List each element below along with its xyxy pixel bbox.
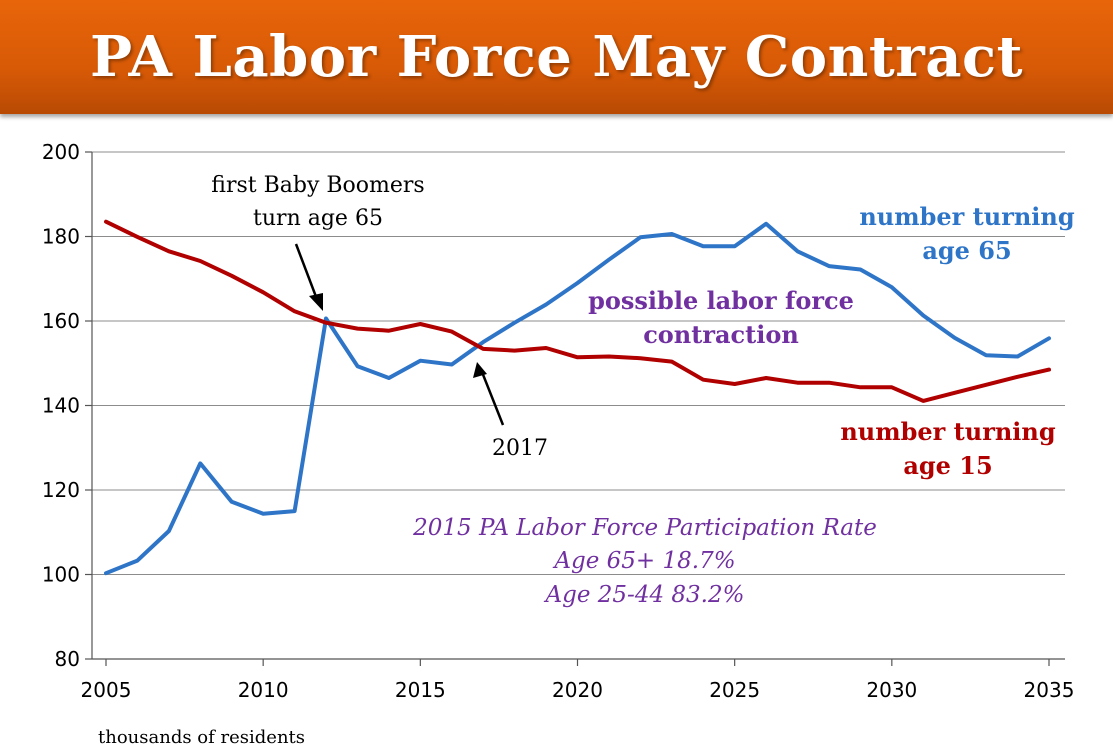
year-2017-annotation: 2017 (492, 436, 548, 461)
y-tick-label: 180 (42, 225, 80, 249)
x-tick-label: 2015 (395, 678, 446, 702)
boomers-annotation-line1: first Baby Boomers (211, 173, 424, 198)
slide-title: PA Labor Force May Contract (90, 24, 1023, 90)
title-banner: PA Labor Force May Contract (0, 0, 1113, 114)
y-tick-labels: 80 100 120 140 160 180 200 (42, 140, 80, 671)
x-tick-label: 2010 (238, 678, 289, 702)
series-15-label-line1: number turning (840, 417, 1056, 446)
x-tick-label: 2030 (866, 678, 917, 702)
axes (85, 151, 1065, 666)
x-tick-label: 2025 (709, 678, 760, 702)
y-tick-label: 140 (42, 394, 80, 418)
x-tick-label: 2005 (81, 678, 132, 702)
year-2017-arrowhead (473, 362, 487, 378)
y-tick-label: 100 (42, 563, 80, 587)
y-tick-label: 80 (55, 647, 80, 671)
x-tick-label: 2035 (1024, 678, 1075, 702)
x-tick-labels: 2005 2010 2015 2020 2025 2030 2035 (81, 678, 1075, 702)
series-line-age-65 (104, 221, 1051, 576)
grid-lines (92, 151, 1065, 575)
y-tick-label: 200 (42, 140, 80, 164)
series-15-label-line2: age 15 (903, 451, 992, 480)
series-line-age-15 (104, 219, 1051, 403)
boomers-arrowhead (309, 293, 323, 311)
x-tick-label: 2020 (552, 678, 603, 702)
year-2017-arrow (480, 371, 505, 426)
participation-rate-age25-44: Age 25-44 83.2% (544, 582, 745, 608)
participation-rate-age65: Age 65+ 18.7% (552, 548, 735, 574)
participation-rate-heading: 2015 PA Labor Force Participation Rate (412, 515, 877, 541)
series-65-label-line1: number turning (859, 202, 1075, 231)
boomers-arrow (294, 243, 320, 303)
y-tick-label: 160 (42, 309, 80, 333)
series-65-label-line2: age 65 (922, 236, 1011, 265)
contraction-label-line1: possible labor force (588, 286, 854, 315)
units-footnote: thousands of residents (98, 727, 306, 748)
series-lines (104, 219, 1051, 576)
contraction-label-line2: contraction (643, 320, 799, 349)
y-tick-label: 120 (42, 478, 80, 502)
boomers-annotation-line2: turn age 65 (253, 206, 383, 231)
